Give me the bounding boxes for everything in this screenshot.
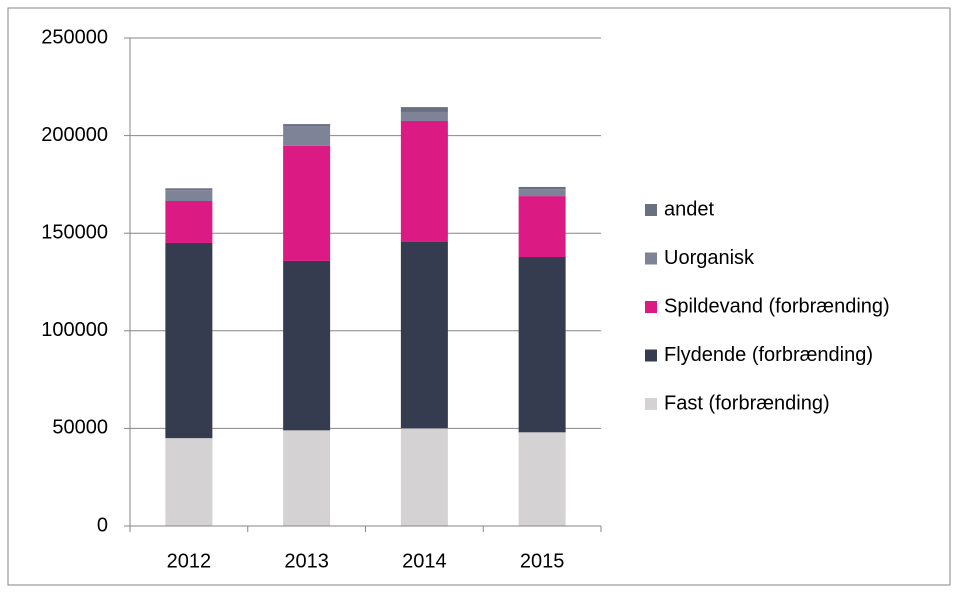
legend-swatch	[645, 349, 657, 362]
y-tick-label: 250000	[41, 26, 108, 48]
bar-segment	[165, 242, 213, 439]
x-tick-label: 2012	[167, 550, 212, 572]
y-tick-label: 100000	[41, 319, 108, 341]
bar-segment	[400, 107, 448, 112]
x-tick-label: 2014	[402, 550, 447, 572]
bar-segment	[518, 196, 566, 258]
bar-segment	[518, 432, 566, 526]
bar-segment	[518, 189, 566, 197]
bar-segment	[165, 190, 213, 201]
bar-segment	[283, 126, 331, 146]
bar-segment	[518, 257, 566, 433]
x-tick-label: 2013	[284, 550, 329, 572]
legend-swatch	[645, 252, 657, 265]
bar-segment	[165, 438, 213, 526]
legend-swatch	[645, 301, 657, 313]
bar-segment	[283, 260, 331, 431]
bar-segment	[400, 120, 448, 242]
bar-segment	[165, 200, 213, 243]
legend-label: Flydende (forbrænding)	[664, 344, 873, 366]
legend-label: Uorganisk	[664, 247, 755, 269]
legend-swatch	[645, 204, 657, 216]
bar-segment	[283, 124, 331, 127]
y-tick-label: 200000	[41, 124, 108, 146]
y-tick-label: 50000	[52, 417, 108, 439]
y-tick-label: 0	[97, 514, 108, 536]
bar-segment	[400, 241, 448, 429]
bar-segment	[400, 111, 448, 121]
bar-segment	[165, 188, 213, 191]
legend-swatch	[645, 398, 657, 410]
y-tick-label: 150000	[41, 221, 108, 243]
bar-segment	[283, 430, 331, 526]
chart-frame	[7, 7, 951, 586]
legend-label: Spildevand (forbrænding)	[664, 295, 890, 317]
legend-label: andet	[664, 198, 714, 220]
bar-segment	[283, 145, 331, 261]
x-tick-label: 2015	[520, 550, 565, 572]
bar-segment	[518, 186, 566, 190]
bar-segment	[400, 428, 448, 526]
legend-label: Fast (forbrænding)	[664, 392, 830, 414]
